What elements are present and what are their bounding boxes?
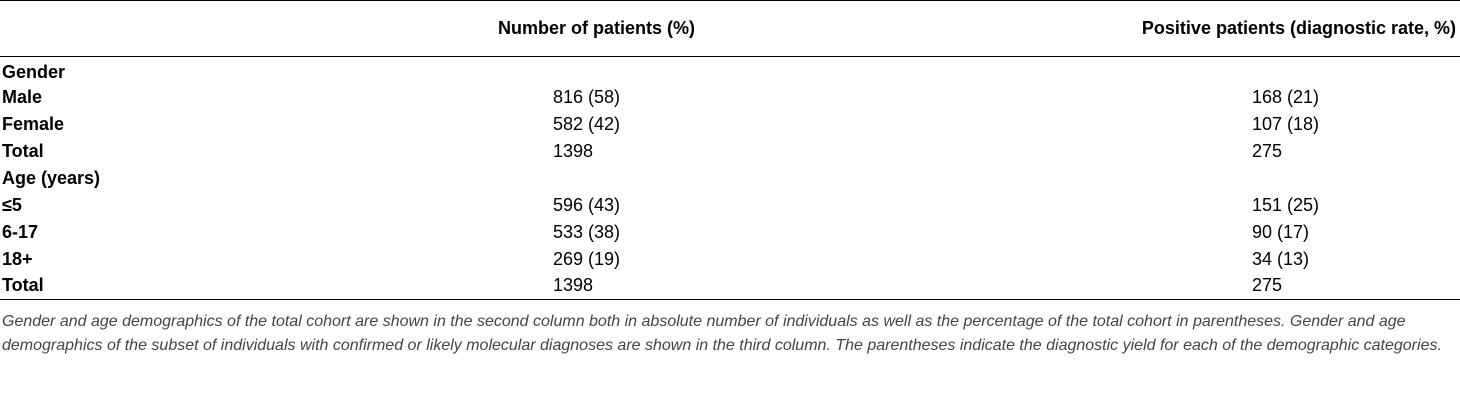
row-label: Total xyxy=(2,275,44,296)
cell-number: 582 (42) xyxy=(553,113,621,134)
cell-number xyxy=(160,57,990,84)
cell-positive: 34 (13) xyxy=(1252,248,1310,269)
cell-positive: 90 (17) xyxy=(1252,221,1310,242)
cell-positive: 151 (25) xyxy=(1252,194,1320,215)
cell-positive xyxy=(990,57,1460,84)
row-label: Male xyxy=(2,86,43,107)
cell-number: 533 (38) xyxy=(553,221,621,242)
cell-number xyxy=(160,165,990,192)
cell-number: 816 (58) xyxy=(553,86,621,107)
header-cell-positive-patients: Positive patients (diagnostic rate, %) xyxy=(1141,18,1456,38)
table-caption: Gender and age demographics of the total… xyxy=(2,310,1458,358)
table-row: Total 1398 275 xyxy=(0,273,1460,300)
demographics-table: Number of patients (%) Positive patients… xyxy=(0,0,1460,300)
table-row: 6-17 533 (38) 90 (17) xyxy=(0,219,1460,246)
row-label: 18+ xyxy=(2,248,33,269)
table-header: Number of patients (%) Positive patients… xyxy=(0,0,1460,57)
table-row: Total 1398 275 xyxy=(0,138,1460,165)
table-row: Age (years) xyxy=(0,165,1460,192)
header-cell-number-of-patients: Number of patients (%) xyxy=(498,18,696,38)
cell-positive: 275 xyxy=(1252,140,1283,161)
cell-number: 596 (43) xyxy=(553,194,621,215)
caption-text: Gender and age demographics of the total… xyxy=(2,313,1442,354)
row-label: Total xyxy=(2,140,44,161)
row-label: ≤5 xyxy=(2,194,22,215)
cell-positive xyxy=(990,165,1460,192)
cell-positive: 275 xyxy=(1252,275,1283,296)
header-cell-label xyxy=(0,1,160,57)
row-label: 6-17 xyxy=(2,221,39,242)
table-row: Gender xyxy=(0,57,1460,84)
demographics-table-container: Number of patients (%) Positive patients… xyxy=(0,0,1460,300)
row-label: Female xyxy=(2,113,65,134)
cell-number: 1398 xyxy=(553,275,594,296)
cell-number: 269 (19) xyxy=(553,248,621,269)
table-body: Gender Male 816 (58) 168 (21) Female 582… xyxy=(0,57,1460,300)
table-row: Female 582 (42) 107 (18) xyxy=(0,111,1460,138)
cell-number: 1398 xyxy=(553,140,594,161)
table-row: 18+ 269 (19) 34 (13) xyxy=(0,246,1460,273)
row-label: Gender xyxy=(2,61,66,82)
header-row: Number of patients (%) Positive patients… xyxy=(0,0,1460,57)
table-row: Male 816 (58) 168 (21) xyxy=(0,84,1460,111)
table-row: ≤5 596 (43) 151 (25) xyxy=(0,192,1460,219)
row-label: Age (years) xyxy=(2,167,101,188)
cell-positive: 107 (18) xyxy=(1252,113,1320,134)
cell-positive: 168 (21) xyxy=(1252,86,1320,107)
